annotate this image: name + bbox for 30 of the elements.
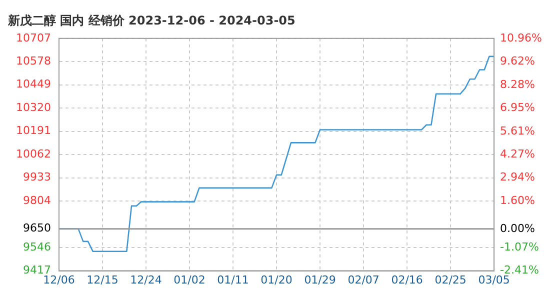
x-tick-label: 02/07 [348, 273, 380, 286]
y-tick-label: 10062 [16, 147, 51, 160]
x-tick-label: 12/24 [130, 273, 162, 286]
y-tick-label: 9933 [22, 170, 51, 184]
y-tick-label: 10578 [16, 54, 51, 68]
y2-tick-label: 0.00% [500, 222, 536, 235]
x-tick-label: 01/11 [217, 273, 249, 286]
y2-tick-label: 6.95% [500, 100, 536, 114]
y2-tick-label: 8.28% [500, 78, 536, 91]
x-tick-label: 01/20 [260, 273, 292, 286]
y2-tick-label: 1.60% [500, 194, 536, 207]
x-tick-label: 12/15 [86, 273, 118, 286]
y2-tick-label: 9.62% [500, 54, 536, 68]
y-tick-label: 9546 [22, 240, 51, 254]
y2-tick-label: 4.27% [500, 148, 536, 161]
x-tick-label: 02/16 [391, 273, 423, 286]
y-tick-label: 10191 [16, 124, 51, 138]
chart-title: 新戊二醇 国内 经销价 2023-12-06 - 2024-03-05 [7, 13, 296, 28]
y-tick-label: 9650 [22, 222, 51, 235]
y2-tick-label: 10.96% [500, 31, 542, 44]
y2-tick-label: 5.61% [500, 124, 536, 138]
y-tick-label: 9804 [22, 194, 51, 207]
y-tick-label: 10449 [16, 78, 51, 91]
x-tick-label: 02/25 [434, 273, 466, 286]
y-tick-label: 10320 [16, 100, 51, 114]
y2-tick-label: 2.94% [500, 170, 536, 184]
y-tick-label: 10707 [16, 31, 51, 44]
x-tick-label: 01/02 [174, 273, 206, 286]
y2-tick-label: -1.07% [500, 240, 539, 254]
x-tick-label: 01/29 [304, 273, 336, 286]
